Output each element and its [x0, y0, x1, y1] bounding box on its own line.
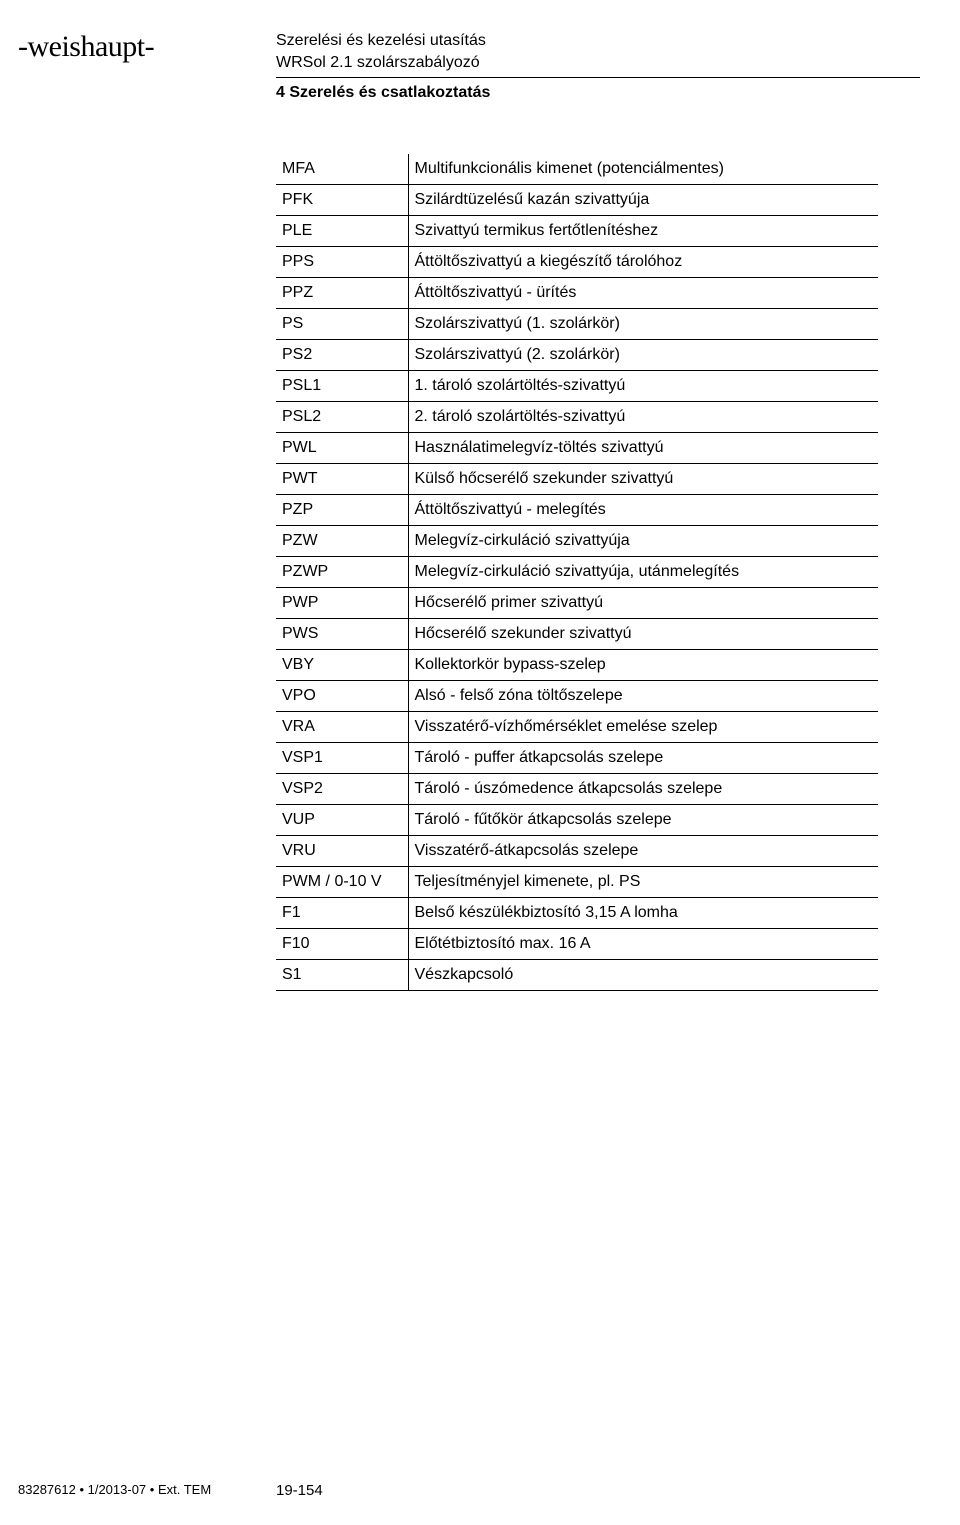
code-cell: PZP: [276, 494, 408, 525]
code-cell: VPO: [276, 680, 408, 711]
table-row: VRUVisszatérő-átkapcsolás szelepe: [276, 835, 878, 866]
table-row: VPOAlsó - felső zóna töltőszelepe: [276, 680, 878, 711]
desc-cell: Alsó - felső zóna töltőszelepe: [408, 680, 878, 711]
code-cell: PWT: [276, 463, 408, 494]
table-row: PZPÁttöltőszivattyú - melegítés: [276, 494, 878, 525]
desc-cell: Külső hőcserélő szekunder szivattyú: [408, 463, 878, 494]
desc-cell: Melegvíz-cirkuláció szivattyúja, utánmel…: [408, 556, 878, 587]
table-row: VRAVisszatérő-vízhőmérséklet emelése sze…: [276, 711, 878, 742]
table-row: PPSÁttöltőszivattyú a kiegészítő tárolóh…: [276, 246, 878, 277]
desc-cell: Vészkapcsoló: [408, 959, 878, 990]
desc-cell: Használatimelegvíz-töltés szivattyú: [408, 432, 878, 463]
table-row: PWTKülső hőcserélő szekunder szivattyú: [276, 463, 878, 494]
header-product: WRSol 2.1 szolárszabályozó: [276, 52, 920, 74]
desc-cell: Tároló - úszómedence átkapcsolás szelepe: [408, 773, 878, 804]
table-row: MFAMultifunkcionális kimenet (potenciálm…: [276, 154, 878, 185]
header-section: 4 Szerelés és csatlakoztatás: [276, 77, 920, 104]
brand-logo: -weishaupt-: [0, 30, 276, 64]
code-cell: VUP: [276, 804, 408, 835]
desc-cell: Visszatérő-átkapcsolás szelepe: [408, 835, 878, 866]
table-row: PWPHőcserélő primer szivattyú: [276, 587, 878, 618]
table-row: PWSHőcserélő szekunder szivattyú: [276, 618, 878, 649]
table-row: PPZÁttöltőszivattyú - ürítés: [276, 277, 878, 308]
desc-cell: Belső készülékbiztosító 3,15 A lomha: [408, 897, 878, 928]
table-row: PZWPMelegvíz-cirkuláció szivattyúja, utá…: [276, 556, 878, 587]
desc-cell: Multifunkcionális kimenet (potenciálment…: [408, 154, 878, 185]
desc-cell: 2. tároló szolártöltés-szivattyú: [408, 401, 878, 432]
table-row: F10Előtétbiztosító max. 16 A: [276, 928, 878, 959]
code-cell: PS: [276, 308, 408, 339]
code-cell: F10: [276, 928, 408, 959]
table-row: VBYKollektorkör bypass-szelep: [276, 649, 878, 680]
table-row: VSP1Tároló - puffer átkapcsolás szelepe: [276, 742, 878, 773]
code-cell: PZW: [276, 525, 408, 556]
codes-table: MFAMultifunkcionális kimenet (potenciálm…: [276, 154, 878, 991]
table-row: PSSzolárszivattyú (1. szolárkör): [276, 308, 878, 339]
code-cell: F1: [276, 897, 408, 928]
desc-cell: Hőcserélő primer szivattyú: [408, 587, 878, 618]
codes-table-wrap: MFAMultifunkcionális kimenet (potenciálm…: [276, 154, 878, 991]
page-footer: 83287612 • 1/2013-07 • Ext. TEM 19-154: [18, 1482, 920, 1497]
table-row: PSL22. tároló szolártöltés-szivattyú: [276, 401, 878, 432]
table-row: PSL11. tároló szolártöltés-szivattyú: [276, 370, 878, 401]
table-row: VSP2Tároló - úszómedence átkapcsolás sze…: [276, 773, 878, 804]
code-cell: PSL2: [276, 401, 408, 432]
desc-cell: 1. tároló szolártöltés-szivattyú: [408, 370, 878, 401]
desc-cell: Szilárdtüzelésű kazán szivattyúja: [408, 184, 878, 215]
desc-cell: Áttöltőszivattyú a kiegészítő tárolóhoz: [408, 246, 878, 277]
desc-cell: Szivattyú termikus fertőtlenítéshez: [408, 215, 878, 246]
page-header: -weishaupt- Szerelési és kezelési utasít…: [0, 0, 960, 104]
code-cell: PLE: [276, 215, 408, 246]
header-doc-type: Szerelési és kezelési utasítás: [276, 30, 920, 52]
desc-cell: Teljesítményjel kimenete, pl. PS: [408, 866, 878, 897]
footer-page-number: 19-154: [276, 1482, 323, 1499]
code-cell: VSP1: [276, 742, 408, 773]
table-row: PS2Szolárszivattyú (2. szolárkör): [276, 339, 878, 370]
code-cell: VBY: [276, 649, 408, 680]
code-cell: PFK: [276, 184, 408, 215]
code-cell: PWP: [276, 587, 408, 618]
table-row: PFKSzilárdtüzelésű kazán szivattyúja: [276, 184, 878, 215]
desc-cell: Kollektorkör bypass-szelep: [408, 649, 878, 680]
footer-docref: 83287612 • 1/2013-07 • Ext. TEM: [18, 1482, 211, 1497]
code-cell: VSP2: [276, 773, 408, 804]
table-row: PLESzivattyú termikus fertőtlenítéshez: [276, 215, 878, 246]
code-cell: VRU: [276, 835, 408, 866]
table-row: PZWMelegvíz-cirkuláció szivattyúja: [276, 525, 878, 556]
code-cell: PWS: [276, 618, 408, 649]
code-cell: PPS: [276, 246, 408, 277]
table-row: S1Vészkapcsoló: [276, 959, 878, 990]
desc-cell: Szolárszivattyú (1. szolárkör): [408, 308, 878, 339]
table-row: PWM / 0-10 VTeljesítményjel kimenete, pl…: [276, 866, 878, 897]
desc-cell: Melegvíz-cirkuláció szivattyúja: [408, 525, 878, 556]
desc-cell: Tároló - puffer átkapcsolás szelepe: [408, 742, 878, 773]
desc-cell: Visszatérő-vízhőmérséklet emelése szelep: [408, 711, 878, 742]
table-row: PWLHasználatimelegvíz-töltés szivattyú: [276, 432, 878, 463]
table-row: F1Belső készülékbiztosító 3,15 A lomha: [276, 897, 878, 928]
code-cell: PWM / 0-10 V: [276, 866, 408, 897]
code-cell: PPZ: [276, 277, 408, 308]
code-cell: MFA: [276, 154, 408, 185]
desc-cell: Tároló - fűtőkör átkapcsolás szelepe: [408, 804, 878, 835]
desc-cell: Szolárszivattyú (2. szolárkör): [408, 339, 878, 370]
desc-cell: Hőcserélő szekunder szivattyú: [408, 618, 878, 649]
table-row: VUPTároló - fűtőkör átkapcsolás szelepe: [276, 804, 878, 835]
desc-cell: Áttöltőszivattyú - ürítés: [408, 277, 878, 308]
code-cell: VRA: [276, 711, 408, 742]
code-cell: PSL1: [276, 370, 408, 401]
header-text-block: Szerelési és kezelési utasítás WRSol 2.1…: [276, 30, 960, 104]
code-cell: S1: [276, 959, 408, 990]
desc-cell: Áttöltőszivattyú - melegítés: [408, 494, 878, 525]
desc-cell: Előtétbiztosító max. 16 A: [408, 928, 878, 959]
code-cell: PZWP: [276, 556, 408, 587]
code-cell: PWL: [276, 432, 408, 463]
code-cell: PS2: [276, 339, 408, 370]
